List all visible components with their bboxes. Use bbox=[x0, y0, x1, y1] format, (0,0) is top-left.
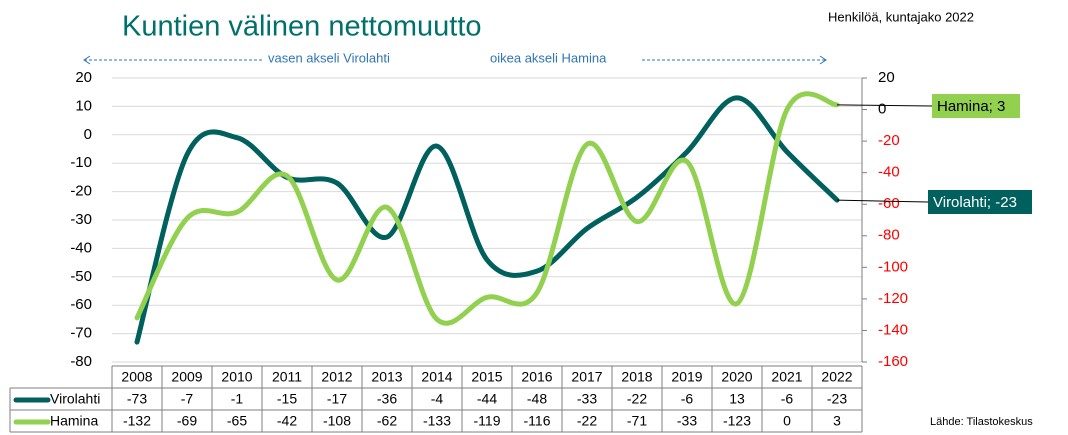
y-tick-label: -10 bbox=[70, 154, 92, 171]
y-tick-label: -80 bbox=[70, 353, 92, 370]
table-cell: -48 bbox=[527, 391, 547, 407]
x-tick-label: 2019 bbox=[671, 369, 702, 385]
table-cell: -62 bbox=[377, 413, 397, 429]
x-tick-label: 2017 bbox=[571, 369, 602, 385]
table-cell: -6 bbox=[681, 391, 694, 407]
callout-box bbox=[928, 190, 1032, 214]
table-cell: -71 bbox=[627, 413, 647, 429]
arrow-head bbox=[819, 55, 827, 65]
y2-tick-label: -80 bbox=[878, 227, 900, 244]
legend-label: Virolahti bbox=[50, 391, 100, 407]
table-cell: -65 bbox=[227, 413, 247, 429]
callout-label: Virolahti; -23 bbox=[933, 194, 1017, 211]
series-line bbox=[134, 91, 840, 326]
y2-tick-label: 20 bbox=[878, 69, 895, 86]
y-tick-label: 0 bbox=[84, 126, 92, 143]
table-cell: -119 bbox=[474, 413, 501, 429]
x-tick-label: 2012 bbox=[321, 369, 352, 385]
table-cell: -133 bbox=[423, 413, 451, 429]
y-tick-label: -30 bbox=[70, 211, 92, 228]
callout-leader bbox=[836, 104, 933, 107]
table-cell: -7 bbox=[181, 391, 194, 407]
callout-leader bbox=[836, 199, 929, 203]
callout-box bbox=[932, 94, 1020, 118]
table-cell: -33 bbox=[677, 413, 697, 429]
table-cell: -6 bbox=[781, 391, 794, 407]
y2-tick-label: -140 bbox=[878, 321, 908, 338]
table-cell: -23 bbox=[827, 391, 847, 407]
x-tick-label: 2013 bbox=[371, 369, 402, 385]
y2-tick-label: -40 bbox=[878, 164, 900, 181]
table-cell: -44 bbox=[477, 391, 497, 407]
x-tick-label: 2022 bbox=[821, 369, 852, 385]
legend-label: Hamina bbox=[50, 413, 98, 429]
table-cell: -17 bbox=[327, 391, 347, 407]
y-tick-label: -40 bbox=[70, 239, 92, 256]
source: Lähde: Tilastokeskus bbox=[930, 416, 1033, 428]
chart-title: Kuntien välinen nettomuutto bbox=[122, 11, 482, 43]
arrow-head bbox=[83, 55, 91, 65]
table-cell: -73 bbox=[127, 391, 147, 407]
y2-tick-label: -60 bbox=[878, 195, 900, 212]
y2-tick-label: -120 bbox=[878, 290, 908, 307]
x-tick-label: 2011 bbox=[272, 369, 302, 385]
callout-label: Hamina; 3 bbox=[937, 98, 1005, 115]
y2-tick-label: 0 bbox=[878, 101, 886, 118]
y2-tick-label: -20 bbox=[878, 132, 900, 149]
table-cell: -42 bbox=[277, 413, 297, 429]
y-tick-label: -70 bbox=[70, 325, 92, 342]
table-cell: -123 bbox=[723, 413, 751, 429]
y2-tick-label: -100 bbox=[878, 258, 908, 275]
y2-tick-label: -160 bbox=[878, 353, 908, 370]
x-tick-label: 2015 bbox=[471, 369, 502, 385]
x-tick-label: 2020 bbox=[721, 369, 752, 385]
x-tick-label: 2009 bbox=[171, 369, 202, 385]
x-tick-label: 2016 bbox=[521, 369, 552, 385]
table-cell: 0 bbox=[783, 413, 791, 429]
x-tick-label: 2010 bbox=[221, 369, 252, 385]
y-tick-label: 20 bbox=[75, 69, 92, 86]
table-cell: 13 bbox=[729, 391, 745, 407]
table-cell: 3 bbox=[833, 413, 841, 429]
table-cell: -1 bbox=[231, 391, 244, 407]
table-cell: -33 bbox=[577, 391, 597, 407]
table-cell: -4 bbox=[431, 391, 444, 407]
y-tick-label: 10 bbox=[75, 97, 92, 114]
y-tick-label: -60 bbox=[70, 296, 92, 313]
table-cell: -15 bbox=[277, 391, 297, 407]
series-line bbox=[134, 95, 840, 345]
y-tick-label: -50 bbox=[70, 268, 92, 285]
x-tick-label: 2021 bbox=[771, 369, 802, 385]
x-tick-label: 2018 bbox=[621, 369, 652, 385]
table-cell: -116 bbox=[524, 413, 551, 429]
axis-note: oikea akseli Hamina bbox=[490, 50, 607, 65]
table-cell: -108 bbox=[323, 413, 351, 429]
table-cell: -132 bbox=[123, 413, 151, 429]
y-tick-label: -20 bbox=[70, 183, 92, 200]
x-tick-label: 2008 bbox=[121, 369, 152, 385]
table-cell: -22 bbox=[627, 391, 647, 407]
table-cell: -22 bbox=[577, 413, 597, 429]
table-cell: -69 bbox=[177, 413, 197, 429]
subtitle: Henkilöä, kuntajako 2022 bbox=[828, 9, 974, 24]
axis-note: vasen akseli Virolahti bbox=[268, 50, 390, 65]
x-tick-label: 2014 bbox=[421, 369, 452, 385]
table-cell: -36 bbox=[377, 391, 397, 407]
